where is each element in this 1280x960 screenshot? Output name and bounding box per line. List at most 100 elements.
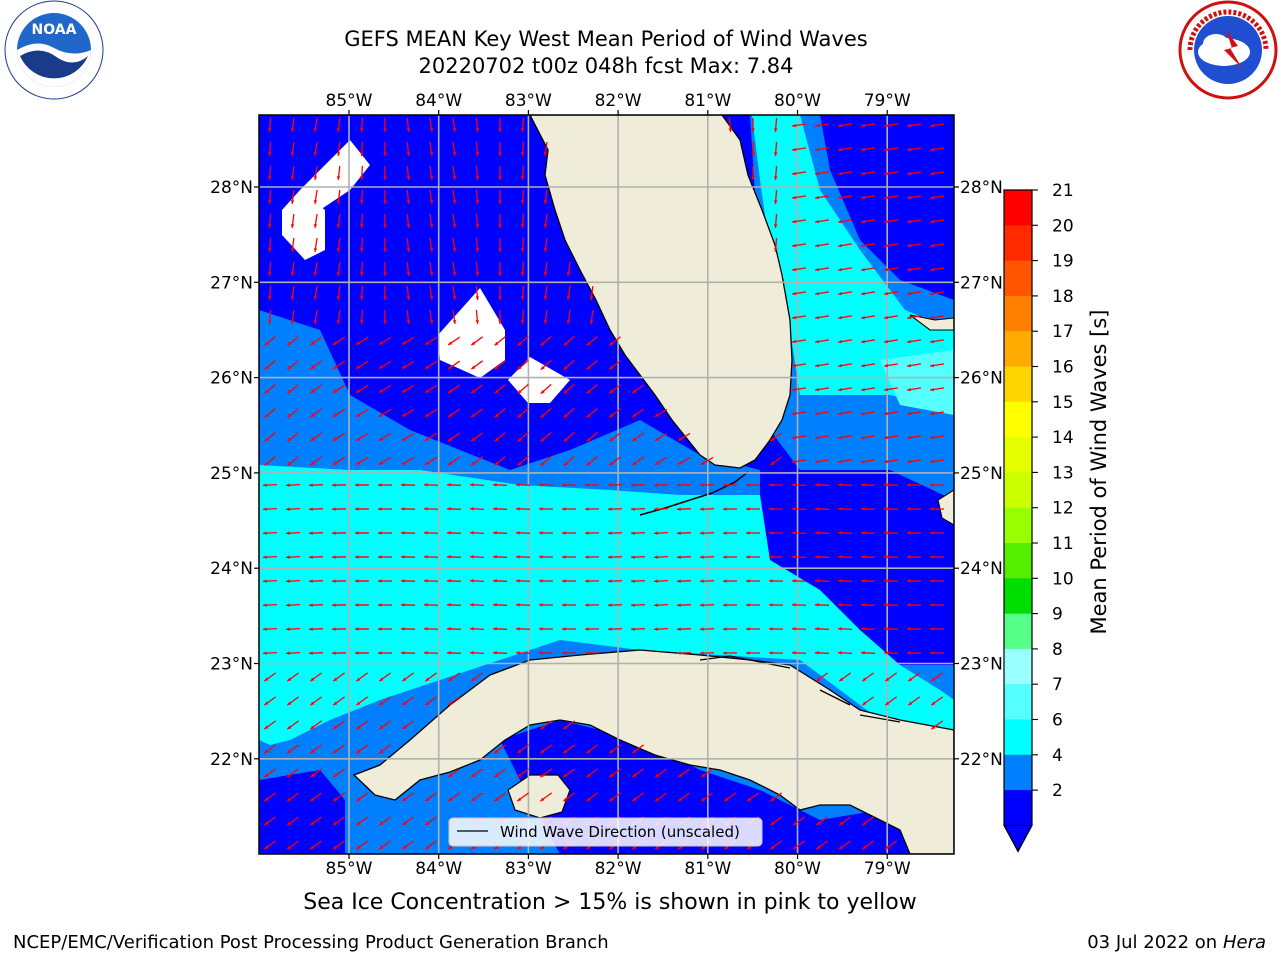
wind-wave-arrow xyxy=(543,189,548,205)
wind-wave-arrow xyxy=(814,531,830,535)
wind-wave-arrow xyxy=(354,579,370,583)
wind-wave-arrow xyxy=(586,456,598,466)
wind-wave-arrow xyxy=(860,339,876,344)
lon-label-top: 79°W xyxy=(864,91,911,111)
wind-wave-arrow xyxy=(837,195,853,200)
wind-wave-arrow xyxy=(331,507,347,511)
wind-wave-arrow xyxy=(791,555,807,559)
wind-wave-arrow xyxy=(308,555,324,559)
wind-wave-arrow xyxy=(883,411,899,416)
wind-wave-arrow xyxy=(469,627,485,631)
wind-wave-arrow xyxy=(336,213,341,229)
wind-wave-arrow xyxy=(492,627,508,631)
wind-wave-arrow xyxy=(308,603,324,607)
wind-wave-arrow xyxy=(377,531,393,535)
wind-wave-arrow xyxy=(609,432,621,442)
lat-label-left: 24°N xyxy=(210,559,253,579)
wind-wave-arrow xyxy=(469,507,485,511)
lat-label-right: 25°N xyxy=(960,464,1003,484)
wind-wave-arrow xyxy=(498,141,502,157)
wind-wave-arrow xyxy=(308,579,324,583)
wind-wave-arrow xyxy=(262,603,278,607)
wind-wave-arrow xyxy=(498,189,502,205)
wind-wave-arrow xyxy=(814,267,830,272)
wind-wave-arrow xyxy=(378,336,392,346)
wind-wave-arrow xyxy=(699,531,715,535)
wind-wave-arrow xyxy=(653,555,669,559)
wind-wave-arrow xyxy=(332,792,346,802)
colorbar-segment xyxy=(1004,401,1032,438)
wind-wave-arrow xyxy=(929,291,945,296)
wind-wave-arrow xyxy=(860,123,876,128)
colorbar-tick-label: 6 xyxy=(1052,711,1063,731)
wind-wave-arrow xyxy=(383,141,387,157)
wind-wave-arrow xyxy=(268,189,272,205)
wind-wave-arrow xyxy=(630,627,646,631)
wind-wave-arrow xyxy=(700,456,714,466)
wind-wave-arrow xyxy=(355,456,369,466)
wind-wave-arrow xyxy=(906,291,922,296)
wind-wave-arrow xyxy=(562,744,576,754)
wind-wave-arrow xyxy=(515,627,531,631)
wind-wave-arrow xyxy=(290,213,295,229)
wind-wave-arrow xyxy=(378,672,392,682)
wind-wave-arrow xyxy=(287,336,299,346)
wind-wave-arrow xyxy=(521,117,525,133)
colorbar-segment xyxy=(1004,790,1032,826)
wind-wave-arrow xyxy=(676,603,692,607)
wind-wave-arrow xyxy=(429,117,434,133)
wind-wave-arrow xyxy=(290,285,295,301)
wind-wave-arrow xyxy=(309,792,323,802)
wind-wave-arrow xyxy=(586,360,598,370)
wind-wave-arrow xyxy=(336,309,341,325)
wind-wave-arrow xyxy=(446,579,462,583)
wind-wave-arrow xyxy=(906,387,922,392)
wind-wave-arrow xyxy=(837,339,853,344)
wind-wave-arrow xyxy=(309,360,323,370)
wind-wave-arrow xyxy=(607,579,623,583)
wind-wave-arrow xyxy=(313,141,318,157)
wind-wave-arrow xyxy=(475,237,480,253)
wind-wave-arrow xyxy=(929,579,945,583)
wind-wave-arrow xyxy=(383,213,387,229)
wind-wave-arrow xyxy=(654,792,668,802)
wind-wave-arrow xyxy=(290,165,295,181)
wind-wave-arrow xyxy=(286,840,300,850)
colorbar-segment xyxy=(1004,507,1032,544)
wind-wave-arrow xyxy=(791,195,807,200)
wind-wave-arrow xyxy=(677,792,691,802)
wind-wave-arrow xyxy=(883,627,899,631)
forecast-subtitle: 20220702 t00z 048h fcst Max: 7.84 xyxy=(418,54,794,78)
wind-wave-arrow xyxy=(309,336,323,346)
wind-wave-arrow xyxy=(929,147,945,152)
wind-wave-arrow xyxy=(378,840,392,850)
wind-wave-arrow xyxy=(773,117,778,133)
wind-wave-arrow xyxy=(539,792,553,802)
wind-wave-arrow xyxy=(566,285,571,301)
wind-wave-arrow xyxy=(401,672,415,682)
wind-wave-arrow xyxy=(584,531,600,535)
wind-wave-arrow xyxy=(515,531,531,535)
colorbar-outline xyxy=(1003,189,1033,853)
wind-wave-arrow xyxy=(447,768,461,778)
wind-wave-arrow xyxy=(268,117,272,133)
wind-wave-arrow xyxy=(308,651,324,655)
wind-wave-arrow xyxy=(332,360,346,370)
wind-wave-arrow xyxy=(929,555,945,559)
wind-wave-arrow xyxy=(332,432,346,442)
wind-wave-arrow xyxy=(447,432,461,442)
wind-wave-arrow xyxy=(406,285,411,301)
wind-wave-arrow xyxy=(884,696,898,706)
wind-wave-arrow xyxy=(906,315,922,320)
wind-wave-arrow xyxy=(309,720,323,730)
wind-wave-arrow xyxy=(406,261,411,277)
colorbar-segment xyxy=(1004,366,1032,403)
wind-wave-arrow xyxy=(929,483,945,487)
wind-wave-arrow xyxy=(837,171,853,176)
wind-wave-arrow xyxy=(262,483,278,487)
wind-wave-arrow xyxy=(423,603,439,607)
wind-wave-arrow xyxy=(860,459,876,464)
wind-wave-arrow xyxy=(498,237,502,253)
wind-wave-arrow xyxy=(540,455,552,467)
wind-wave-arrow xyxy=(607,483,623,487)
